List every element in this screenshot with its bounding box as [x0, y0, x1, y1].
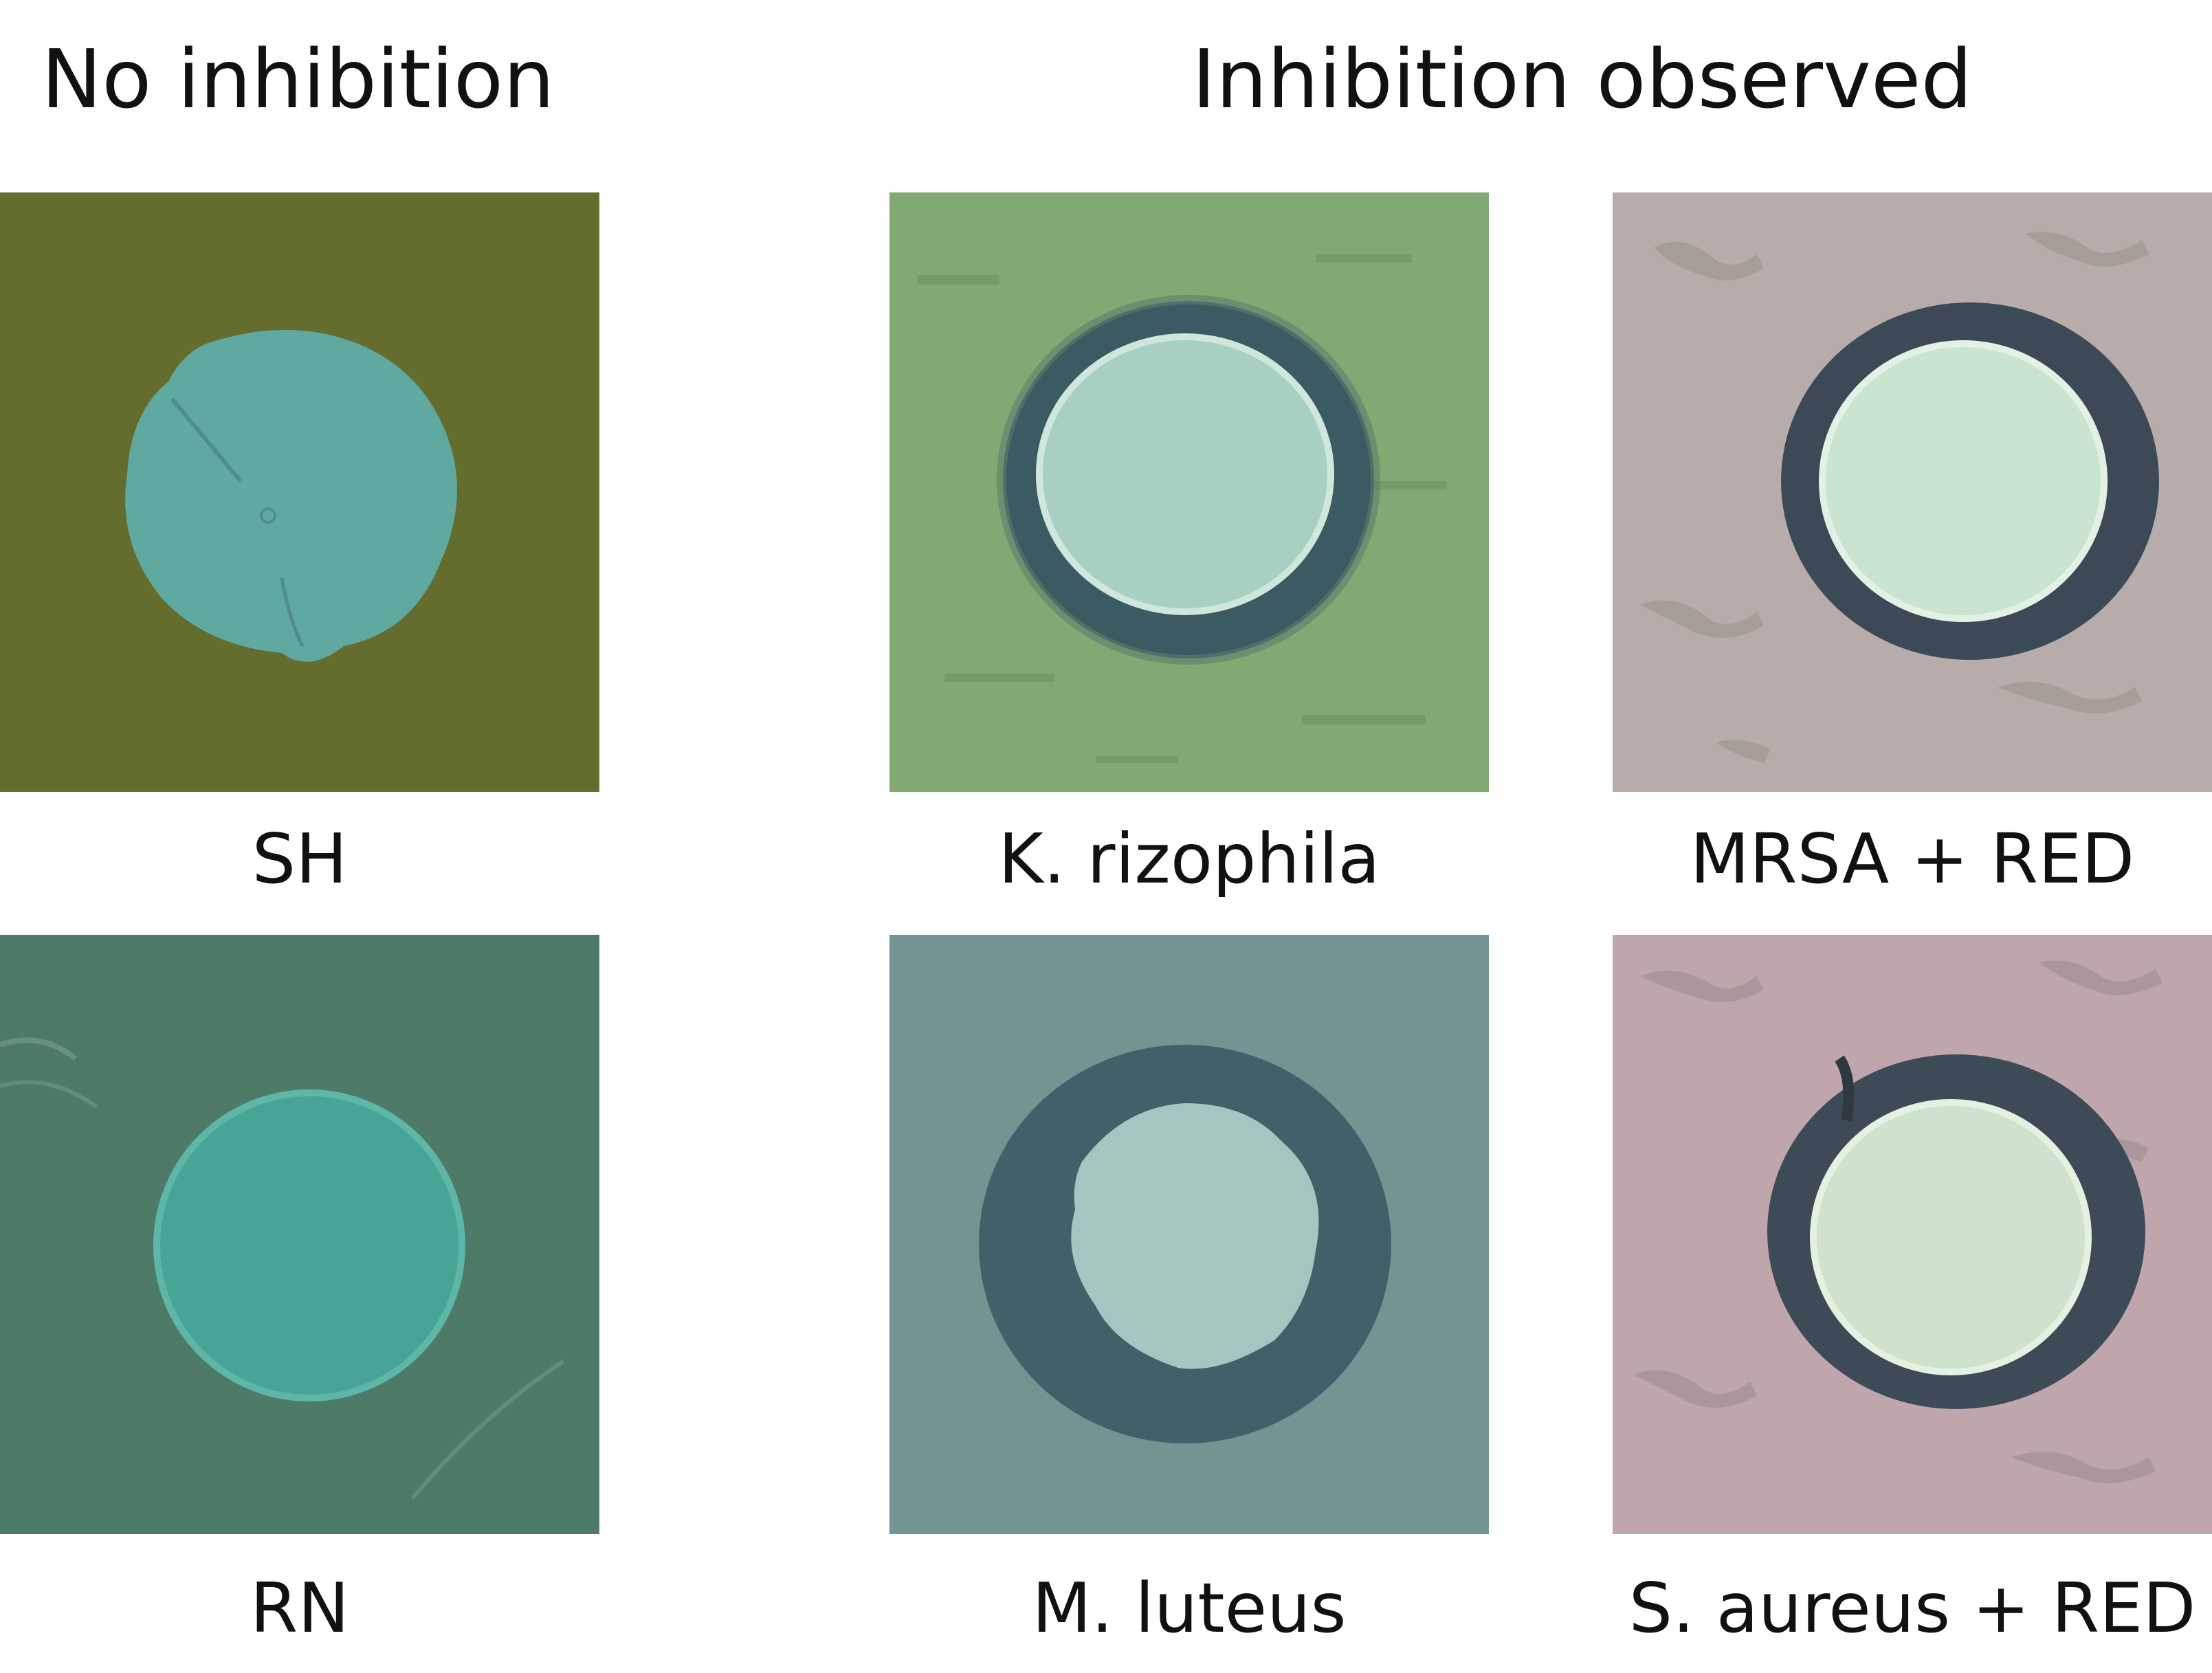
- plate-mrsa-red-image: [1613, 192, 2212, 792]
- plate-s-aureus-red: [1613, 935, 2212, 1534]
- plate-m-luteus: [889, 935, 1489, 1534]
- plate-rn: [0, 935, 599, 1534]
- inhibition-observed-heading: Inhibition observed: [1192, 32, 1973, 126]
- caption-s-aureus-red: S. aureus + RED: [1628, 1568, 2196, 1648]
- plate-k-rizophila-image: [889, 192, 1489, 792]
- plate-mrsa-red: [1613, 192, 2212, 792]
- plate-s-aureus-red-image: [1613, 935, 2212, 1534]
- plate-sh-image: [0, 192, 599, 792]
- caption-rn: RN: [250, 1568, 350, 1648]
- caption-sh: SH: [252, 819, 348, 899]
- caption-k-rizophila: K. rizophila: [998, 819, 1380, 899]
- plate-sh: [0, 192, 599, 792]
- plate-rn-image: [0, 935, 599, 1534]
- plate-m-luteus-image: [889, 935, 1489, 1534]
- caption-mrsa-red: MRSA + RED: [1690, 819, 2135, 899]
- plate-k-rizophila: [889, 192, 1489, 792]
- caption-m-luteus: M. luteus: [1032, 1568, 1347, 1648]
